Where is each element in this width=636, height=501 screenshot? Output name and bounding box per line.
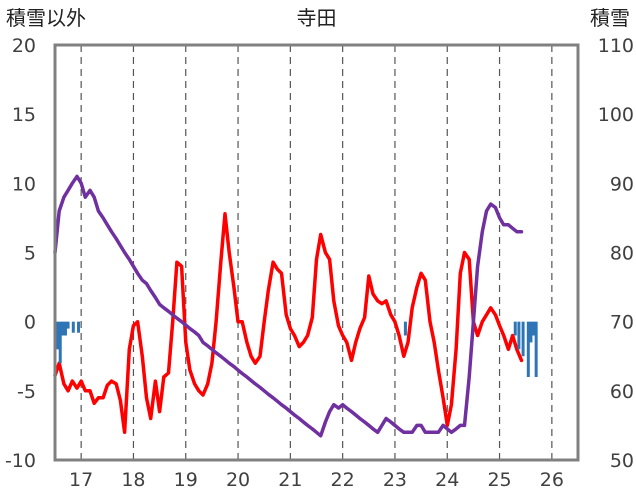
- right-axis-label: 積雪: [590, 6, 630, 30]
- plot-series: [53, 174, 538, 438]
- chart-title: 寺田: [297, 6, 337, 30]
- precipitation-bar: [517, 321, 521, 350]
- left-y-tick-label: 15: [12, 104, 36, 126]
- precipitation-bar: [534, 321, 538, 377]
- precipitation-bar: [526, 321, 530, 377]
- precipitation-bar: [529, 321, 533, 343]
- left-y-tick-label: -5: [17, 381, 36, 403]
- x-tick-label: 23: [383, 469, 407, 491]
- precipitation-bar: [521, 321, 525, 357]
- right-y-tick-label: 100: [598, 104, 634, 126]
- tick-labels: 17 18 19 20 21 22 23 24 25 2620151050-5-101101009…: [5, 35, 634, 491]
- x-tick-label: 19: [174, 469, 198, 491]
- right-y-tick-label: 110: [598, 35, 634, 57]
- right-y-tick-label: 60: [610, 381, 634, 403]
- right-y-tick-label: 70: [610, 312, 634, 334]
- left-y-tick-label: -10: [5, 450, 36, 472]
- left-y-tick-label: 20: [12, 35, 36, 57]
- precipitation-bar: [71, 321, 75, 333]
- right-y-tick-label: 90: [610, 173, 634, 195]
- right-y-tick-label: 50: [610, 450, 634, 472]
- precipitation-bar: [513, 321, 517, 336]
- left-y-tick-label: 0: [24, 312, 36, 334]
- precipitation-bar: [61, 321, 65, 336]
- precipitation-bar: [77, 321, 81, 333]
- snow-depth-line: [53, 174, 524, 438]
- x-tick-label: 24: [435, 469, 459, 491]
- left-y-tick-label: 10: [12, 173, 36, 195]
- precipitation-bar: [532, 321, 536, 336]
- x-tick-label: 26: [540, 469, 564, 491]
- vertical-gridlines: [80, 45, 553, 460]
- x-tick-label: 18: [121, 469, 145, 491]
- precipitation-bar: [58, 321, 62, 364]
- precipitation-bar: [66, 321, 70, 329]
- x-tick-label: 21: [278, 469, 302, 491]
- left-y-tick-label: 5: [24, 243, 36, 265]
- precipitation-bar: [56, 321, 60, 350]
- x-tick-label: 25: [487, 469, 511, 491]
- right-y-tick-label: 80: [610, 243, 634, 265]
- precipitation-bar: [63, 321, 67, 336]
- x-tick-label: 22: [331, 469, 355, 491]
- temperature-line: [53, 212, 524, 435]
- precipitation-bar: [403, 321, 407, 336]
- x-tick-label: 17: [69, 469, 93, 491]
- x-tick-label: 20: [226, 469, 250, 491]
- left-axis-label: 積雪以外: [6, 6, 86, 30]
- plot-frame: [53, 43, 580, 462]
